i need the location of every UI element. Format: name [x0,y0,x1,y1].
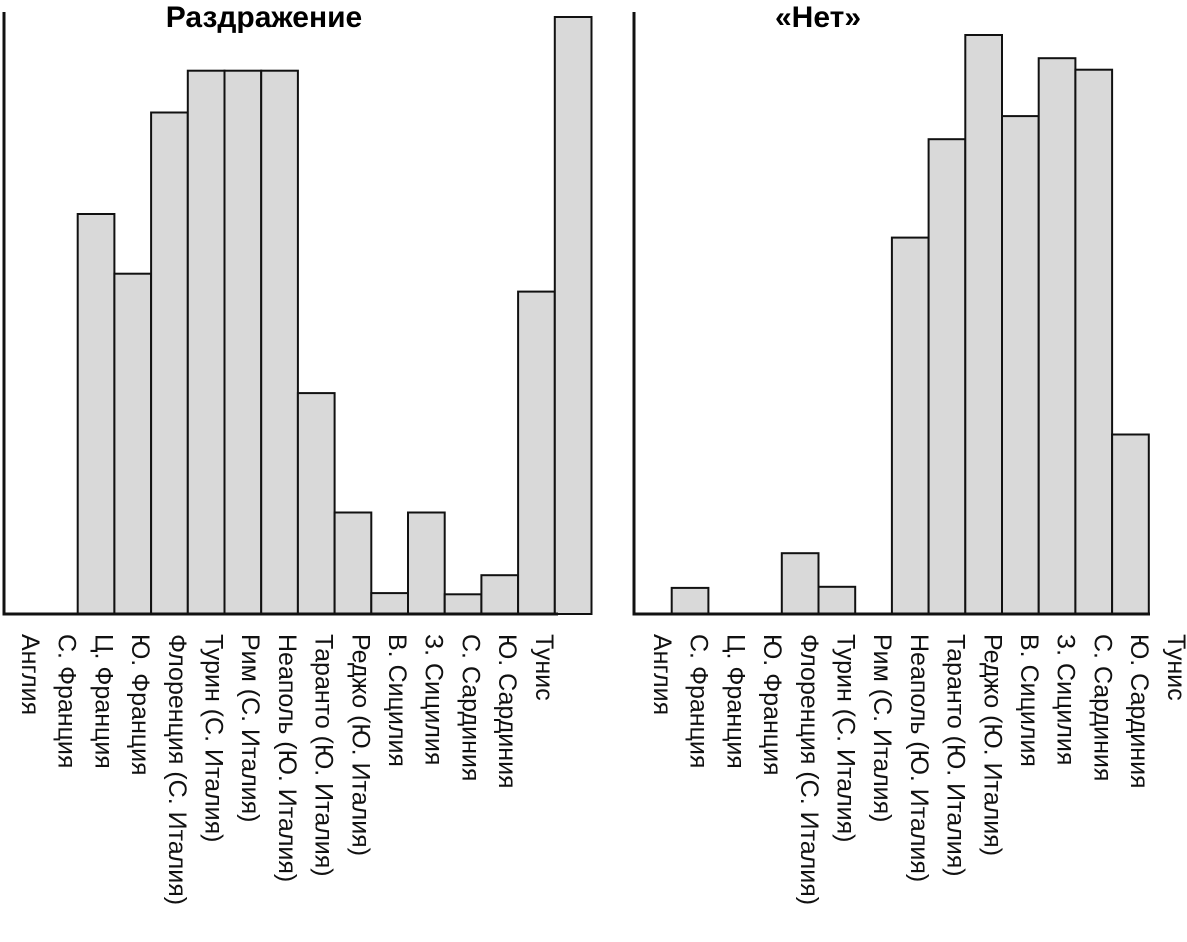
chart-irritation: Раздражение Англия С. Франция Ц. Франция Ю.… [2,1,593,905]
category-label: Флоренция (С. Италия) [795,634,823,905]
bar [780,552,820,616]
bar [186,69,226,615]
category-label: Реджо (Ю. Италия) [346,634,374,856]
category-label: Ю. Сардиния [493,634,521,789]
bar [480,574,520,616]
bar [553,16,593,615]
category-label: Ю. Франция [126,634,154,776]
category-label: Ц. Франция [89,634,117,769]
category-label: Ц. Франция [721,634,749,769]
bar [296,392,336,615]
category-label: Ю. Сардиния [1125,634,1153,789]
axes [632,12,1150,616]
bar [333,511,373,615]
category-label: З. Сицилия [1052,634,1080,765]
bar [223,69,263,615]
bar [443,593,483,615]
category-label: Рим (С. Италия) [868,634,896,823]
category-label: Реджо (Ю. Италия) [978,634,1006,856]
category-label: С. Сардиния [1088,634,1116,781]
category-label: Таранто (Ю. Италия) [942,634,970,877]
category-label: Англия [16,634,44,715]
category-label: Турин (С. Италия) [200,634,228,842]
category-label: Ю. Франция [758,634,786,776]
bar-group [670,34,1150,616]
category-label: Англия [648,634,676,715]
bar [927,138,967,615]
bar [1074,68,1114,615]
bar-group [76,16,593,616]
bar [407,511,446,615]
category-label: Тунис [1162,634,1187,701]
bar [76,213,116,615]
category-label: С. Франция [53,634,81,768]
bar [964,34,1003,615]
bar [113,272,153,615]
category-label: Неаполь (Ю. Италия) [273,634,301,882]
chart-title: «Нет» [775,1,861,34]
category-label: В. Сицилия [383,634,411,767]
axes [2,12,558,616]
bar [890,236,930,615]
bar [150,111,189,615]
category-label: Флоренция (С. Италия) [163,634,191,905]
category-label: Турин (С. Италия) [832,634,860,842]
category-label: Тунис [530,634,558,701]
bar [260,69,299,615]
bar [1111,433,1150,615]
bar [817,585,857,615]
category-label: З. Сицилия [420,634,448,765]
category-label: В. Сицилия [1015,634,1043,767]
bar [370,592,409,615]
category-label: Неаполь (Ю. Италия) [905,634,933,882]
bar [670,586,710,616]
bar [517,290,556,615]
tick-labels: Англия С. Франция Ц. Франция Ю. Франция Флор… [648,634,1187,905]
bar [1001,115,1040,615]
category-label: С. Франция [685,634,713,768]
chart-title: Раздражение [166,1,362,34]
tick-labels: Англия С. Франция Ц. Франция Ю. Франция Флор… [16,634,558,905]
bar [1037,57,1077,615]
chart-no: «Нет» Англия С. Франция Ц. Франция Ю. Франц… [632,1,1187,905]
category-label: Рим (С. Италия) [236,634,264,823]
category-label: Таранто (Ю. Италия) [310,634,338,877]
category-label: С. Сардиния [456,634,484,781]
